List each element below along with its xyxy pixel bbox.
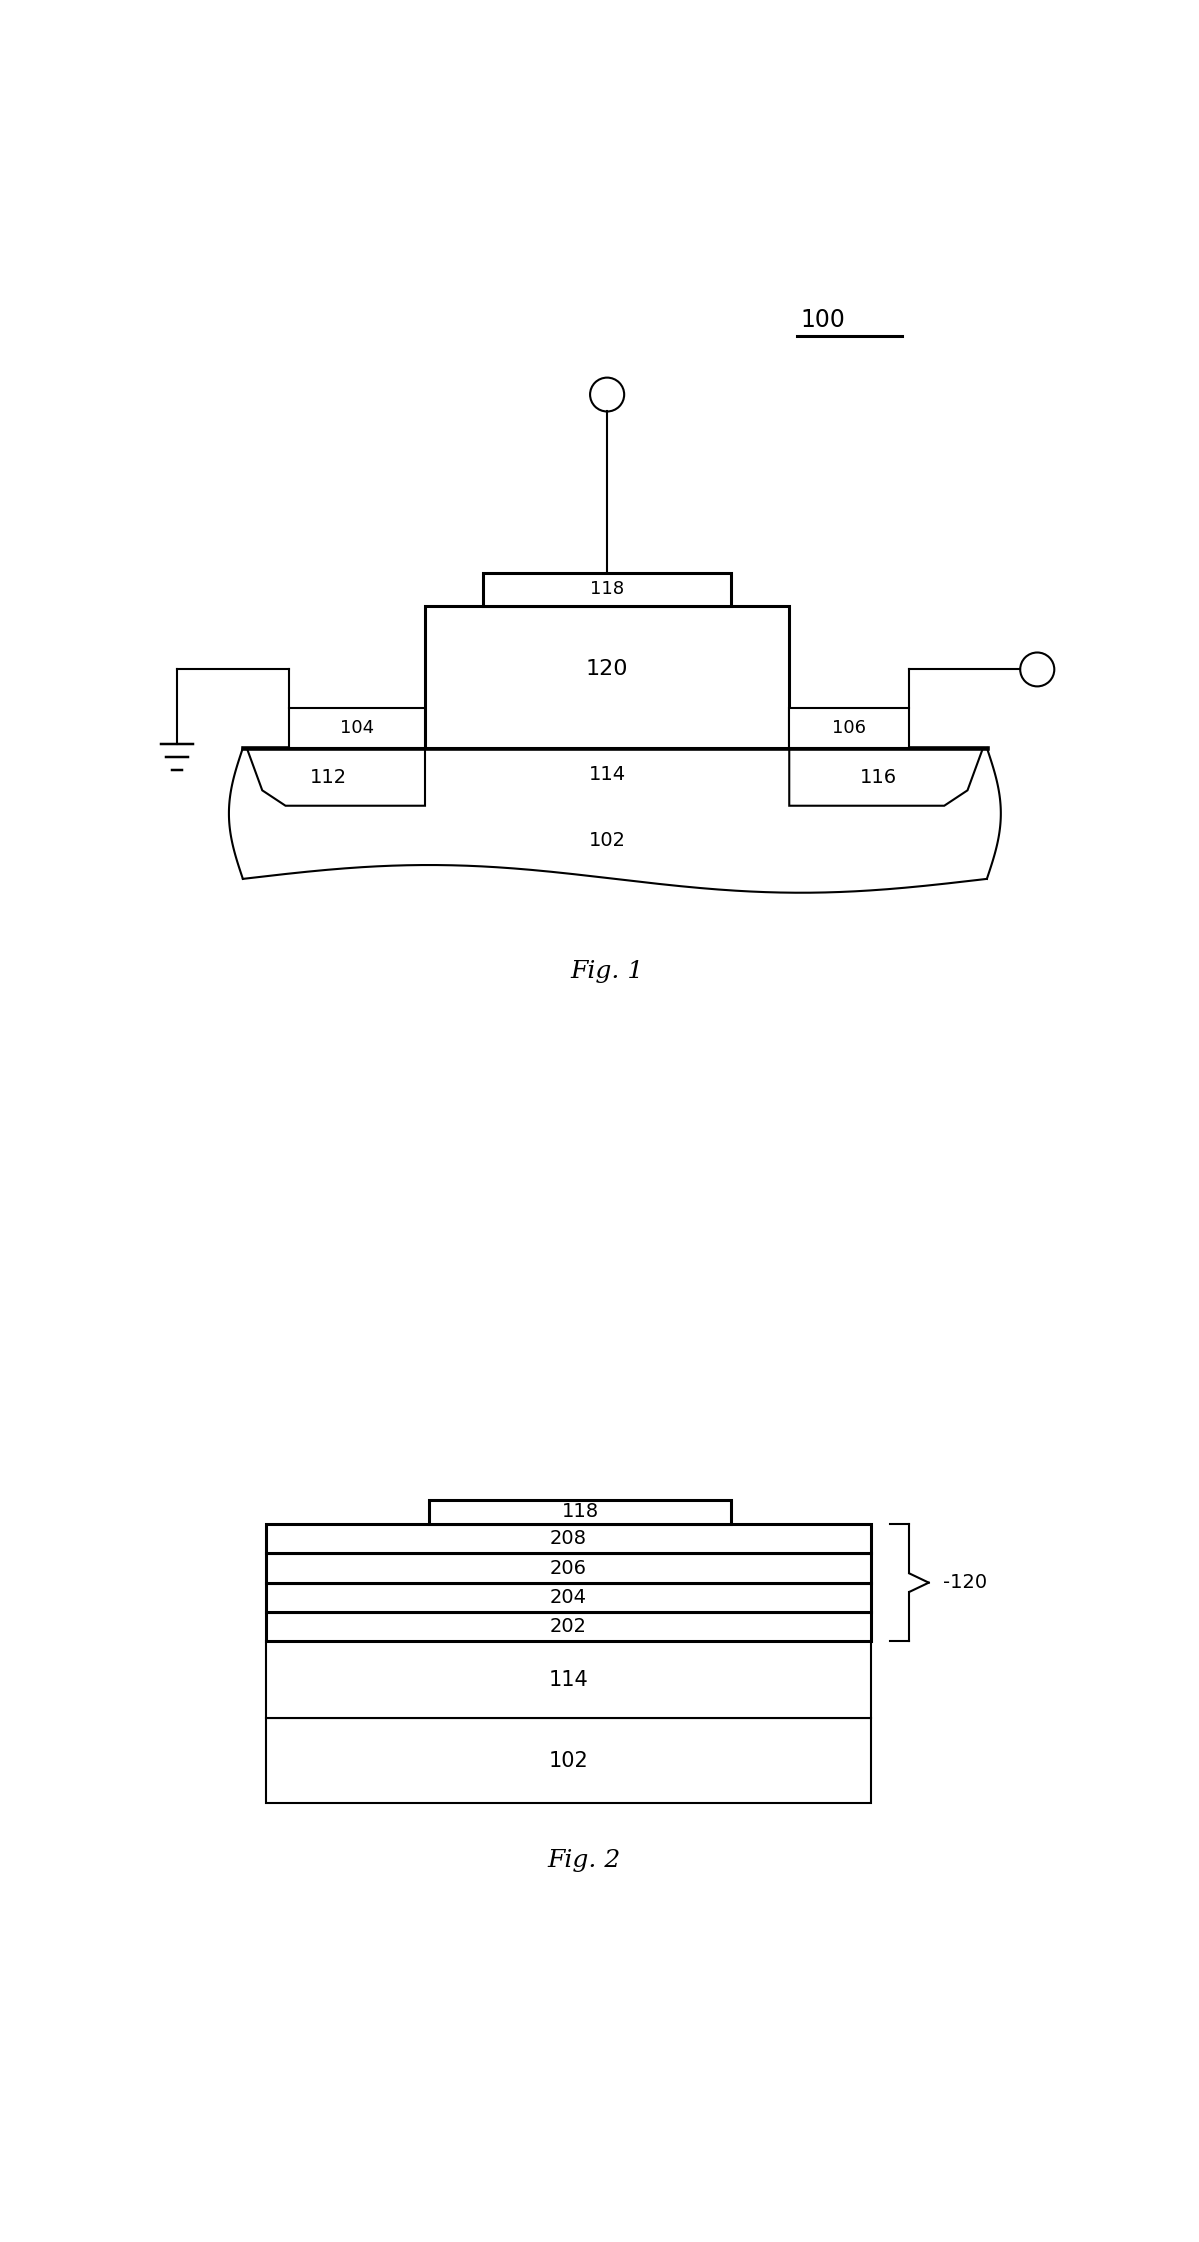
Polygon shape [243, 749, 987, 895]
Text: 104: 104 [341, 720, 374, 738]
Polygon shape [289, 708, 424, 749]
Polygon shape [789, 708, 909, 749]
Text: 208: 208 [550, 1529, 586, 1549]
Text: 118: 118 [590, 581, 625, 599]
Polygon shape [247, 749, 424, 805]
Text: 112: 112 [309, 767, 347, 787]
Polygon shape [266, 1641, 870, 1717]
Polygon shape [266, 1554, 870, 1583]
Text: 202: 202 [550, 1616, 586, 1637]
Text: 114: 114 [548, 1670, 589, 1690]
Text: 114: 114 [589, 765, 626, 785]
Text: 116: 116 [860, 767, 897, 787]
Polygon shape [424, 605, 789, 749]
Text: Fig. 1: Fig. 1 [571, 960, 644, 982]
Text: 100: 100 [801, 307, 845, 332]
Polygon shape [429, 1500, 731, 1525]
Text: Fig. 2: Fig. 2 [547, 1850, 621, 1872]
Polygon shape [266, 1583, 870, 1612]
Polygon shape [266, 1717, 870, 1803]
Text: 206: 206 [550, 1558, 586, 1578]
Text: 102: 102 [548, 1751, 589, 1771]
Text: 204: 204 [550, 1587, 586, 1608]
Text: 120: 120 [586, 659, 628, 679]
Polygon shape [483, 574, 731, 605]
Polygon shape [789, 749, 983, 805]
Polygon shape [266, 1525, 870, 1554]
Text: 106: 106 [832, 720, 867, 738]
Text: 118: 118 [561, 1502, 598, 1522]
Polygon shape [266, 1612, 870, 1641]
Text: 102: 102 [589, 832, 626, 850]
Text: -120: -120 [942, 1574, 987, 1592]
